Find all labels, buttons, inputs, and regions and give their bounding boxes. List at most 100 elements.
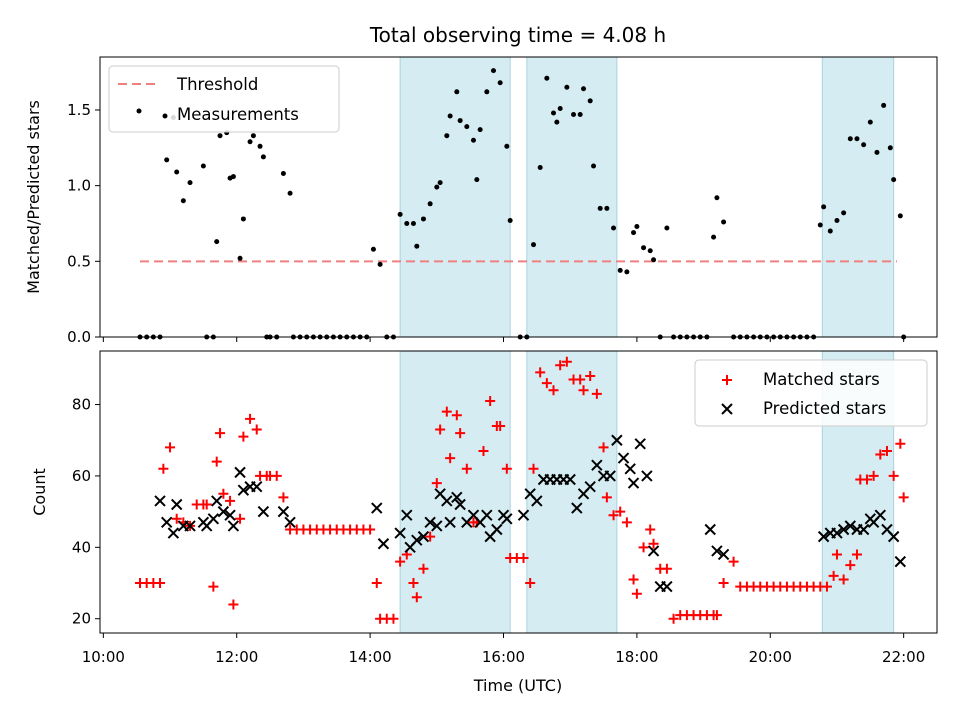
measurement-point [280, 171, 286, 177]
measurement-point [881, 102, 887, 108]
observing-interval-shade [526, 56, 618, 338]
matched-star-marker [668, 613, 679, 624]
y-tick-label: 60 [72, 467, 91, 485]
measurement-point [664, 225, 670, 231]
matched-star-marker [718, 578, 729, 589]
x-tick-label: 14:00 [348, 648, 391, 666]
matched-star-marker [251, 424, 262, 435]
matched-star-marker [228, 599, 239, 610]
predicted-star-marker [624, 463, 636, 475]
matched-star-marker [711, 610, 722, 621]
matched-star-marker [408, 578, 419, 589]
measurement-point [490, 68, 496, 74]
predicted-star-marker [454, 498, 466, 511]
measurement-point [477, 127, 483, 133]
matched-star-marker [621, 517, 632, 528]
top-panel: 0.0 0.5 1.0 1.5 Matched/Predicted stars Thr… [24, 56, 938, 346]
matched-star-marker [528, 463, 539, 474]
x-tick-label: 16:00 [482, 648, 525, 666]
legend-measurement-marker [162, 113, 168, 119]
matched-star-marker [371, 578, 382, 589]
matched-star-marker [235, 513, 246, 524]
measurement-points [137, 68, 907, 340]
matched-star-marker [598, 442, 609, 453]
predicted-star-marker [394, 527, 406, 539]
matched-star-marker [461, 463, 472, 474]
measurement-point [571, 112, 577, 118]
matched-star-marker [451, 410, 462, 421]
matched-star-marker [831, 549, 842, 560]
bottom-y-ticks: 20 40 60 80 [72, 396, 100, 628]
measurement-point [617, 267, 623, 273]
matched-star-marker [838, 574, 849, 585]
predicted-star-marker [661, 580, 673, 593]
matched-star-marker [218, 488, 229, 499]
matched-star-marker [548, 385, 559, 396]
matched-star-marker [868, 470, 879, 481]
predicted-star-marker [377, 538, 390, 550]
matched-star-marker [201, 499, 212, 510]
measurement-point [260, 154, 266, 160]
matched-star-marker [435, 424, 446, 435]
matched-star-marker [418, 563, 429, 574]
measurement-point [577, 112, 583, 118]
measurement-point [821, 204, 827, 210]
observing-interval-shade [399, 350, 511, 634]
x-tick-label: 20:00 [749, 648, 792, 666]
bottom-panel: 10:00 12:00 14:00 16:00 18:00 20:00 22:00 20 40… [30, 350, 938, 695]
measurement-point [474, 177, 480, 183]
measurement-point [591, 163, 597, 169]
measurement-point [634, 224, 640, 230]
matched-star-marker [225, 495, 236, 506]
predicted-star-marker [611, 434, 623, 446]
matched-star-marker [591, 388, 602, 399]
measurement-point [434, 184, 440, 190]
predicted-star-marker [874, 509, 887, 521]
predicted-star-marker [887, 530, 900, 543]
matched-star-marker [155, 578, 166, 589]
matched-star-marker [645, 524, 656, 535]
y-tick-label: 20 [72, 610, 91, 628]
legend-predicted-cross [721, 403, 733, 415]
measurement-point [624, 269, 630, 275]
measurement-point [287, 190, 293, 196]
measurement-point [897, 213, 903, 219]
y-tick-label: 1.0 [67, 177, 91, 195]
measurement-point [604, 205, 610, 211]
bottom-plot-frame [99, 350, 938, 634]
measurement-point [257, 143, 263, 149]
y-tick-label: 80 [72, 396, 91, 414]
x-tick-label: 18:00 [615, 648, 658, 666]
measurement-point [597, 205, 603, 211]
predicted-star-marker [564, 473, 576, 486]
predicted-star-marker [234, 466, 246, 479]
predicted-star-marker [584, 480, 596, 493]
top-y-axis-label: Matched/Predicted stars [24, 100, 43, 294]
bottom-y-axis-label: Count [30, 468, 49, 516]
bottom-x-ticks: 10:00 12:00 14:00 16:00 18:00 20:00 22:00 [82, 633, 925, 666]
predicted-star-marker [634, 438, 646, 450]
top-x-ticks [102, 337, 905, 342]
measurement-point [817, 222, 823, 228]
measurement-point [404, 220, 410, 226]
matched-star-marker [638, 542, 649, 553]
predicted-star-marker [257, 505, 270, 518]
measurement-point [187, 180, 193, 186]
predicted-star-marker [844, 520, 857, 532]
matched-star-marker [631, 588, 642, 599]
chart-title: Total observing time = 4.08 h [369, 23, 666, 47]
matched-star-marker [478, 445, 489, 456]
predicted-star-marker [444, 516, 456, 529]
matched-star-marker [898, 492, 909, 503]
legend-matched-marker [722, 375, 732, 385]
measurement-point [711, 234, 717, 240]
matched-star-marker [365, 524, 376, 535]
matched-star-marker [561, 356, 572, 367]
matched-star-marker [615, 506, 626, 517]
predicted-star-points [154, 434, 907, 593]
predicted-star-marker [424, 516, 436, 529]
measurement-point [427, 201, 433, 207]
measurement-point [247, 139, 253, 145]
measurement-point [377, 261, 383, 267]
matched-star-marker [278, 492, 289, 503]
